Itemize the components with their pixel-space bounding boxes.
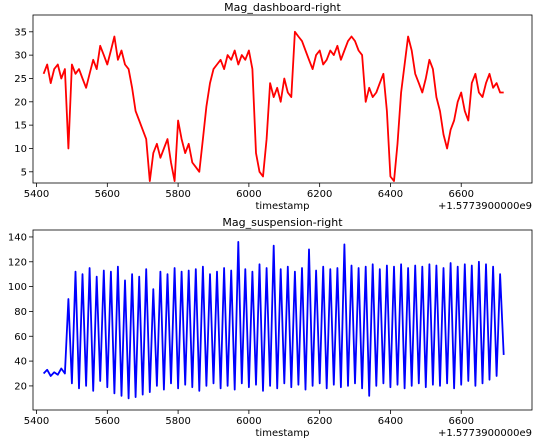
x-tick-label: 6200 <box>307 416 332 427</box>
data-line <box>42 241 505 400</box>
x-tick-label: 6200 <box>307 189 332 200</box>
x-tick-label: 5400 <box>24 416 49 427</box>
axes-frame <box>32 14 533 184</box>
y-tick-label: 20 <box>14 381 27 392</box>
axis-offset: +1.5773900000e9 <box>438 201 532 212</box>
x-tick-label: 6400 <box>378 416 403 427</box>
y-tick-label: 15 <box>14 121 27 132</box>
y-tick-label: 140 <box>8 232 27 243</box>
y-tick-label: 25 <box>14 74 27 85</box>
x-tick-label: 5800 <box>165 416 190 427</box>
x-tick-label: 6000 <box>236 416 261 427</box>
y-tick-label: 10 <box>14 144 27 155</box>
x-tick-label: 5400 <box>24 189 49 200</box>
x-tick-label: 6400 <box>378 189 403 200</box>
chart-title: Mag_suspension-right <box>222 216 343 229</box>
x-axis-label: timestamp <box>256 428 310 439</box>
axes-frame <box>32 229 533 411</box>
chart-title: Mag_dashboard-right <box>224 1 341 14</box>
x-tick-label: 6600 <box>448 416 473 427</box>
y-tick-label: 30 <box>14 51 27 62</box>
x-tick-label: 6000 <box>236 189 261 200</box>
x-axis-label: timestamp <box>256 201 310 212</box>
axis-offset: +1.5773900000e9 <box>438 428 532 439</box>
x-tick-label: 5600 <box>95 189 120 200</box>
y-tick-label: 80 <box>14 307 27 318</box>
y-tick-label: 20 <box>14 97 27 108</box>
x-tick-label: 6600 <box>448 189 473 200</box>
x-tick-label: 5600 <box>95 416 120 427</box>
x-tick-label: 5800 <box>165 189 190 200</box>
y-tick-label: 120 <box>8 257 27 268</box>
y-tick-label: 60 <box>14 332 27 343</box>
data-line <box>42 30 504 182</box>
y-tick-label: 40 <box>14 357 27 368</box>
y-tick-label: 5 <box>21 167 27 178</box>
y-tick-label: 35 <box>14 27 27 38</box>
y-tick-label: 100 <box>8 282 27 293</box>
